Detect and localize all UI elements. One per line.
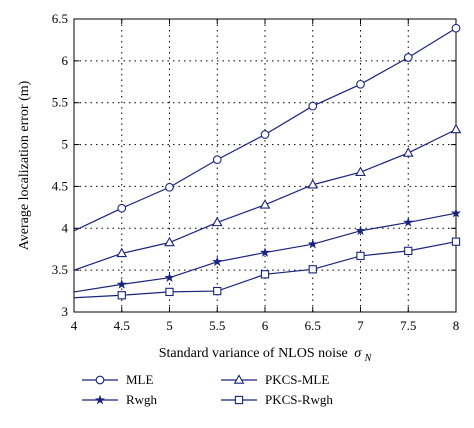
series-pkcs-rwgh: [73, 237, 461, 300]
x-tick-label: 7: [357, 318, 364, 333]
x-tick-label: 4: [71, 318, 78, 333]
x-axis-label: Standard variance of NLOS noise σ N: [159, 346, 373, 364]
x-tick-label: 6: [262, 318, 269, 333]
data-point: [307, 238, 318, 249]
series-mle: [73, 23, 461, 232]
legend-label: PKCS-MLE: [265, 372, 329, 387]
y-tick-label: 5.5: [52, 95, 68, 110]
data-point: [259, 199, 271, 209]
x-axis-label-text: Standard variance of NLOS noise: [159, 346, 348, 361]
legend-item: PKCS-MLE: [221, 372, 329, 387]
legend-label: Rwgh: [126, 392, 158, 407]
legend-item: PKCS-Rwgh: [221, 392, 333, 407]
y-axis-label: Average localization error (m): [17, 80, 32, 250]
data-point: [402, 147, 414, 157]
data-point: [356, 79, 365, 89]
data-point: [117, 291, 126, 300]
legend-marker: [234, 395, 244, 405]
legend-marker: [95, 375, 105, 385]
legend: MLE PKCS-MLE Rwgh PKCS-Rwgh: [82, 372, 333, 407]
y-tick-label: 4.5: [52, 178, 68, 193]
legend-label: MLE: [126, 372, 154, 387]
axis-ticks: 4 4.5 5 5.5 6 6.5 7 7.5 8 3 3.5 4 4.5 5 5.5 6 6.5: [52, 11, 460, 333]
x-axis-label-symbol: σ: [354, 346, 362, 361]
y-tick-label: 4: [62, 220, 69, 235]
data-point: [211, 216, 223, 227]
legend-marker: [233, 374, 245, 384]
data-point: [404, 246, 413, 256]
x-tick-label: 8: [453, 318, 460, 333]
data-point: [308, 101, 318, 111]
data-point: [450, 123, 462, 134]
data-point: [260, 130, 270, 139]
data-point: [212, 256, 223, 267]
y-tick-label: 6: [62, 53, 69, 68]
data-point: [307, 179, 319, 189]
data-point: [164, 272, 175, 283]
x-tick-label: 7.5: [400, 318, 416, 333]
data-point: [117, 203, 127, 213]
x-tick-label: 4.5: [114, 318, 130, 333]
data-point: [260, 270, 270, 279]
series-layer: [73, 23, 462, 300]
x-tick-label: 5.5: [209, 318, 225, 333]
data-point: [259, 247, 271, 257]
data-point: [212, 155, 222, 164]
data-point: [164, 236, 175, 247]
series-pkcs-mle: [73, 123, 462, 271]
data-point: [116, 247, 128, 258]
data-point: [308, 265, 317, 274]
data-point: [450, 207, 462, 218]
data-point: [356, 251, 365, 261]
legend-item: MLE: [82, 372, 154, 387]
data-point: [213, 286, 222, 296]
y-tick-label: 3.5: [52, 262, 68, 277]
x-tick-label: 6.5: [305, 318, 321, 333]
data-point: [403, 53, 413, 62]
series-rwgh: [73, 207, 462, 293]
y-tick-label: 3: [62, 304, 69, 319]
data-point: [116, 279, 127, 289]
data-point: [355, 166, 366, 176]
data-point: [451, 237, 461, 246]
legend-label: PKCS-Rwgh: [265, 392, 333, 407]
data-point: [451, 23, 461, 33]
y-tick-label: 6.5: [52, 11, 68, 26]
y-tick-label: 5: [62, 137, 69, 152]
legend-marker: [94, 394, 106, 405]
data-point: [165, 182, 174, 192]
data-point: [355, 225, 366, 236]
data-point: [403, 217, 414, 227]
x-tick-label: 5: [166, 318, 173, 333]
legend-item: Rwgh: [82, 392, 158, 407]
x-axis-label-subscript: N: [364, 353, 373, 364]
data-point: [165, 287, 174, 297]
